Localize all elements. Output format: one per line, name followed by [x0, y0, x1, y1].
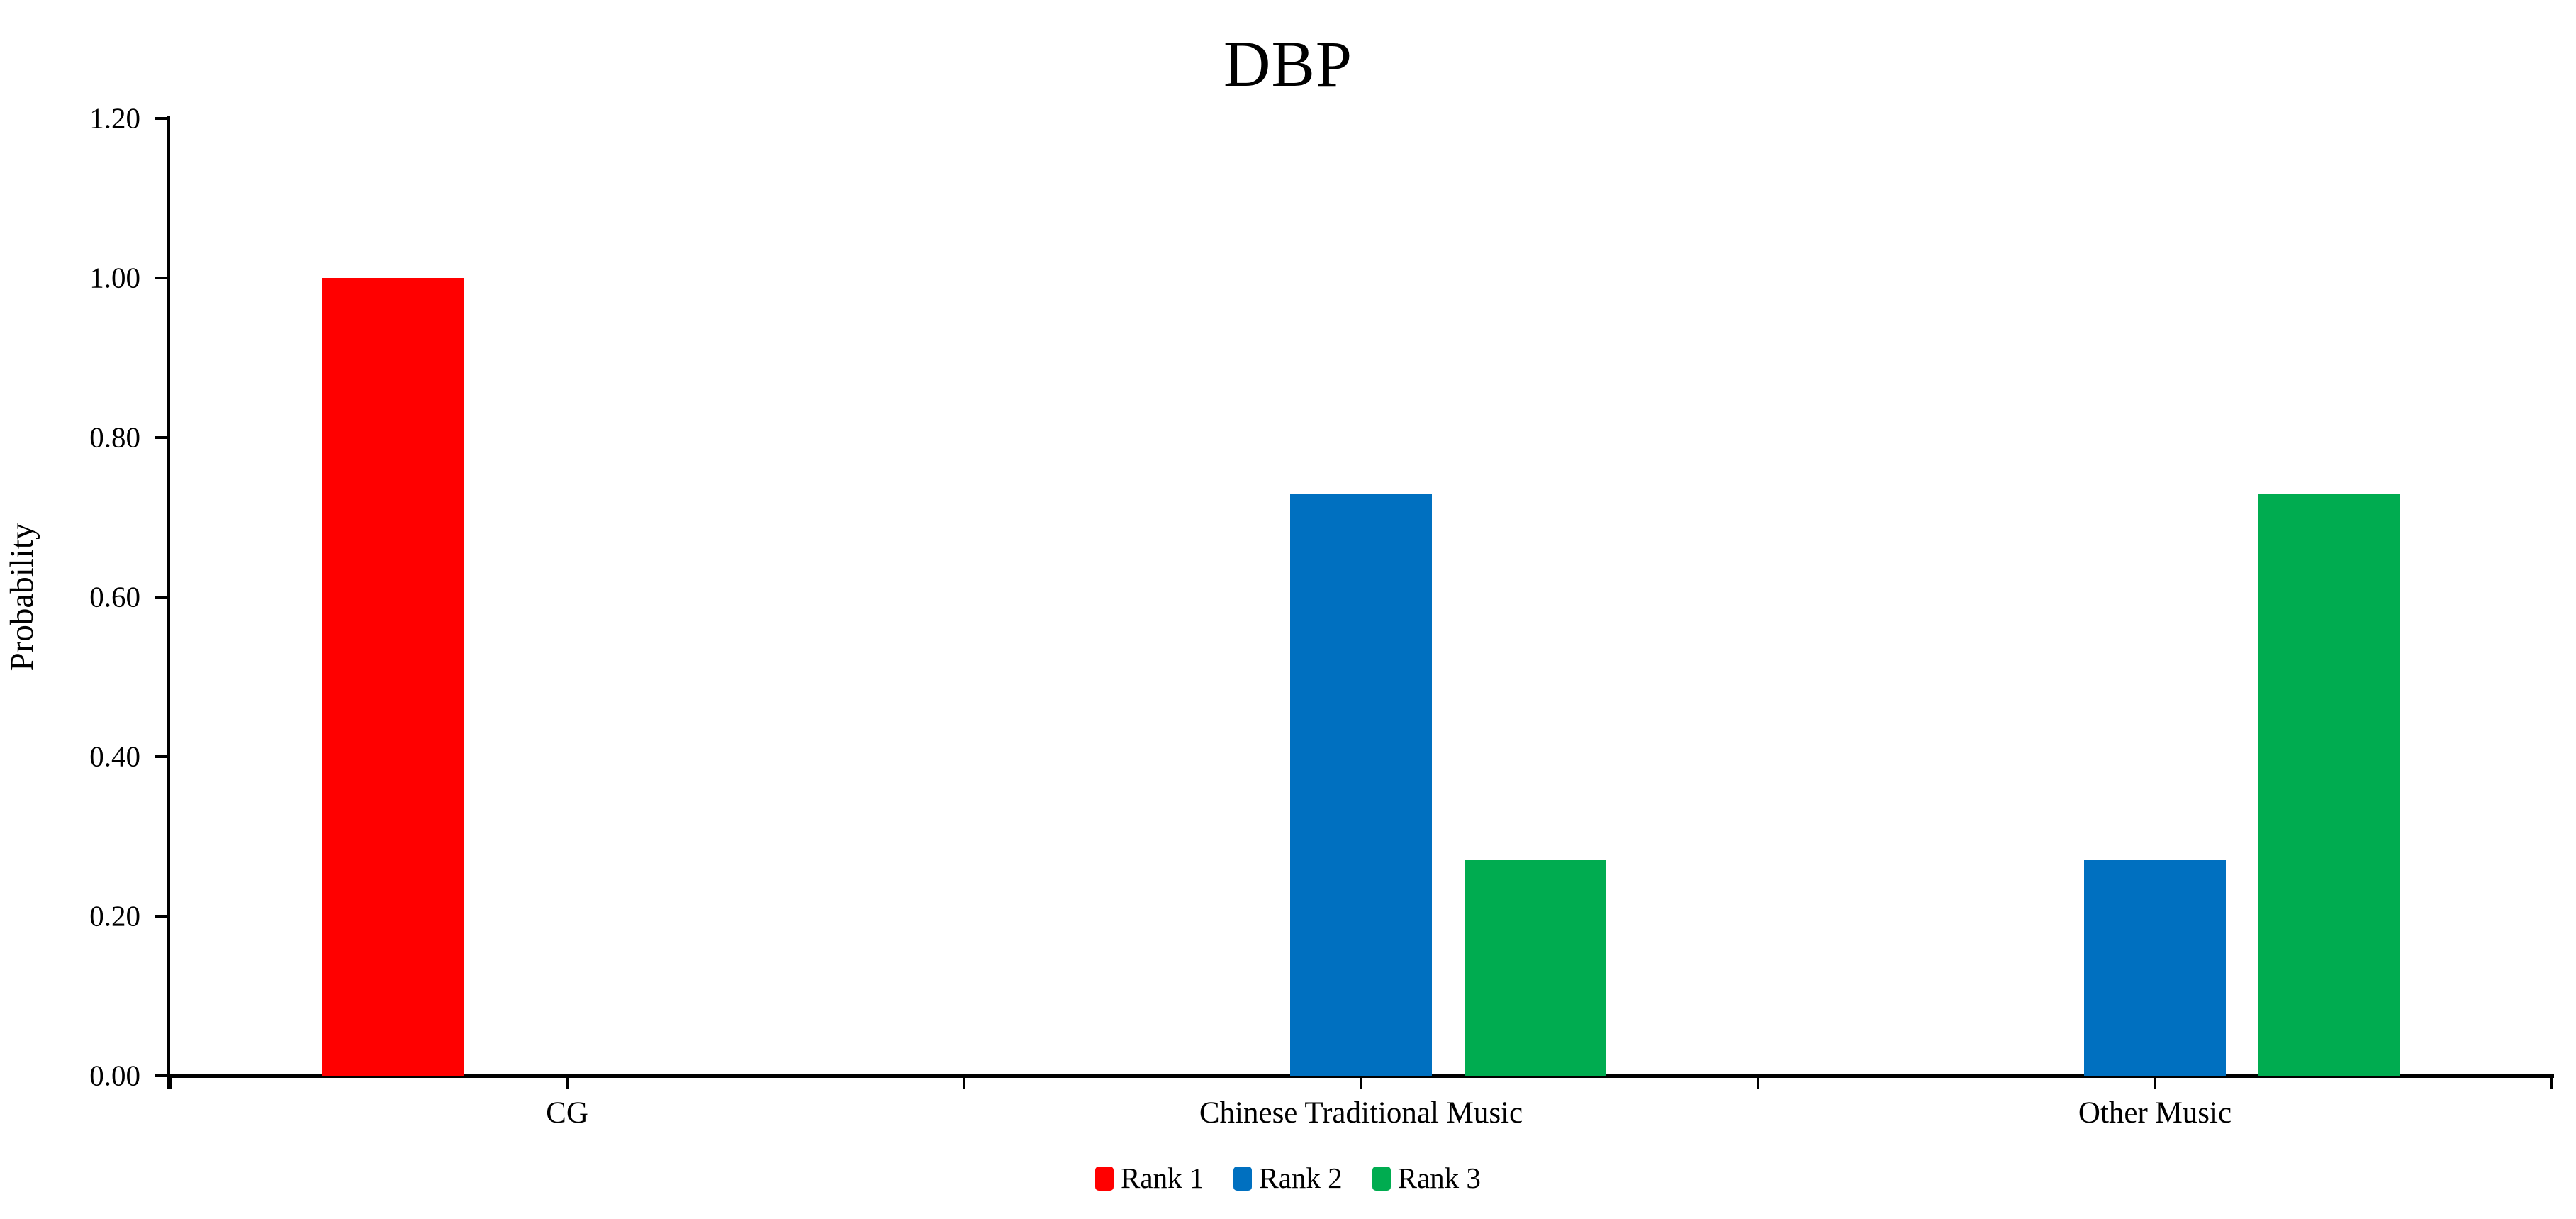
bar — [1290, 493, 1432, 1076]
y-tick — [155, 596, 167, 599]
legend-swatch-icon — [1095, 1166, 1114, 1191]
x-tick — [1360, 1076, 1362, 1089]
x-tick — [169, 1076, 172, 1089]
x-tick — [2154, 1076, 2156, 1089]
legend-label: Rank 3 — [1397, 1162, 1481, 1194]
y-tick — [155, 915, 167, 918]
x-tick — [963, 1076, 965, 1089]
x-tick — [1757, 1076, 1759, 1089]
legend-item: Rank 2 — [1233, 1162, 1343, 1194]
y-tick — [155, 436, 167, 439]
legend: Rank 1 Rank 2 Rank 3 — [0, 1164, 2576, 1193]
bar — [2084, 860, 2226, 1076]
y-tick — [155, 1074, 167, 1077]
y-axis-title-text: Probability — [4, 523, 40, 672]
y-tick-label: 0.20 — [89, 899, 140, 933]
legend-item: Rank 1 — [1095, 1164, 1204, 1193]
legend-label: Rank 2 — [1259, 1162, 1343, 1194]
legend-swatch-icon — [1372, 1166, 1391, 1191]
y-tick — [155, 755, 167, 758]
y-tick-label: 0.00 — [89, 1059, 140, 1092]
bar — [1465, 860, 1606, 1076]
legend-item: Rank 3 — [1372, 1164, 1481, 1193]
x-axis-label: Other Music — [2078, 1096, 2232, 1130]
legend-swatch-icon — [1233, 1166, 1253, 1191]
legend-label: Rank 1 — [1121, 1162, 1204, 1194]
y-tick-label: 1.00 — [89, 261, 140, 294]
y-tick-label: 0.60 — [89, 580, 140, 613]
x-tick — [566, 1076, 569, 1089]
y-tick — [155, 277, 167, 279]
bar — [322, 278, 464, 1076]
y-tick — [155, 117, 167, 120]
bar — [2258, 493, 2400, 1076]
y-tick-label: 0.40 — [89, 740, 140, 773]
y-axis-line — [167, 116, 170, 1089]
x-tick — [2550, 1076, 2553, 1089]
x-axis-label: CG — [546, 1096, 588, 1130]
chart-title: DBP — [1223, 28, 1353, 100]
y-tick-label: 1.20 — [89, 101, 140, 135]
x-axis-label: Chinese Traditional Music — [1199, 1096, 1523, 1130]
y-tick-label: 0.80 — [89, 421, 140, 454]
